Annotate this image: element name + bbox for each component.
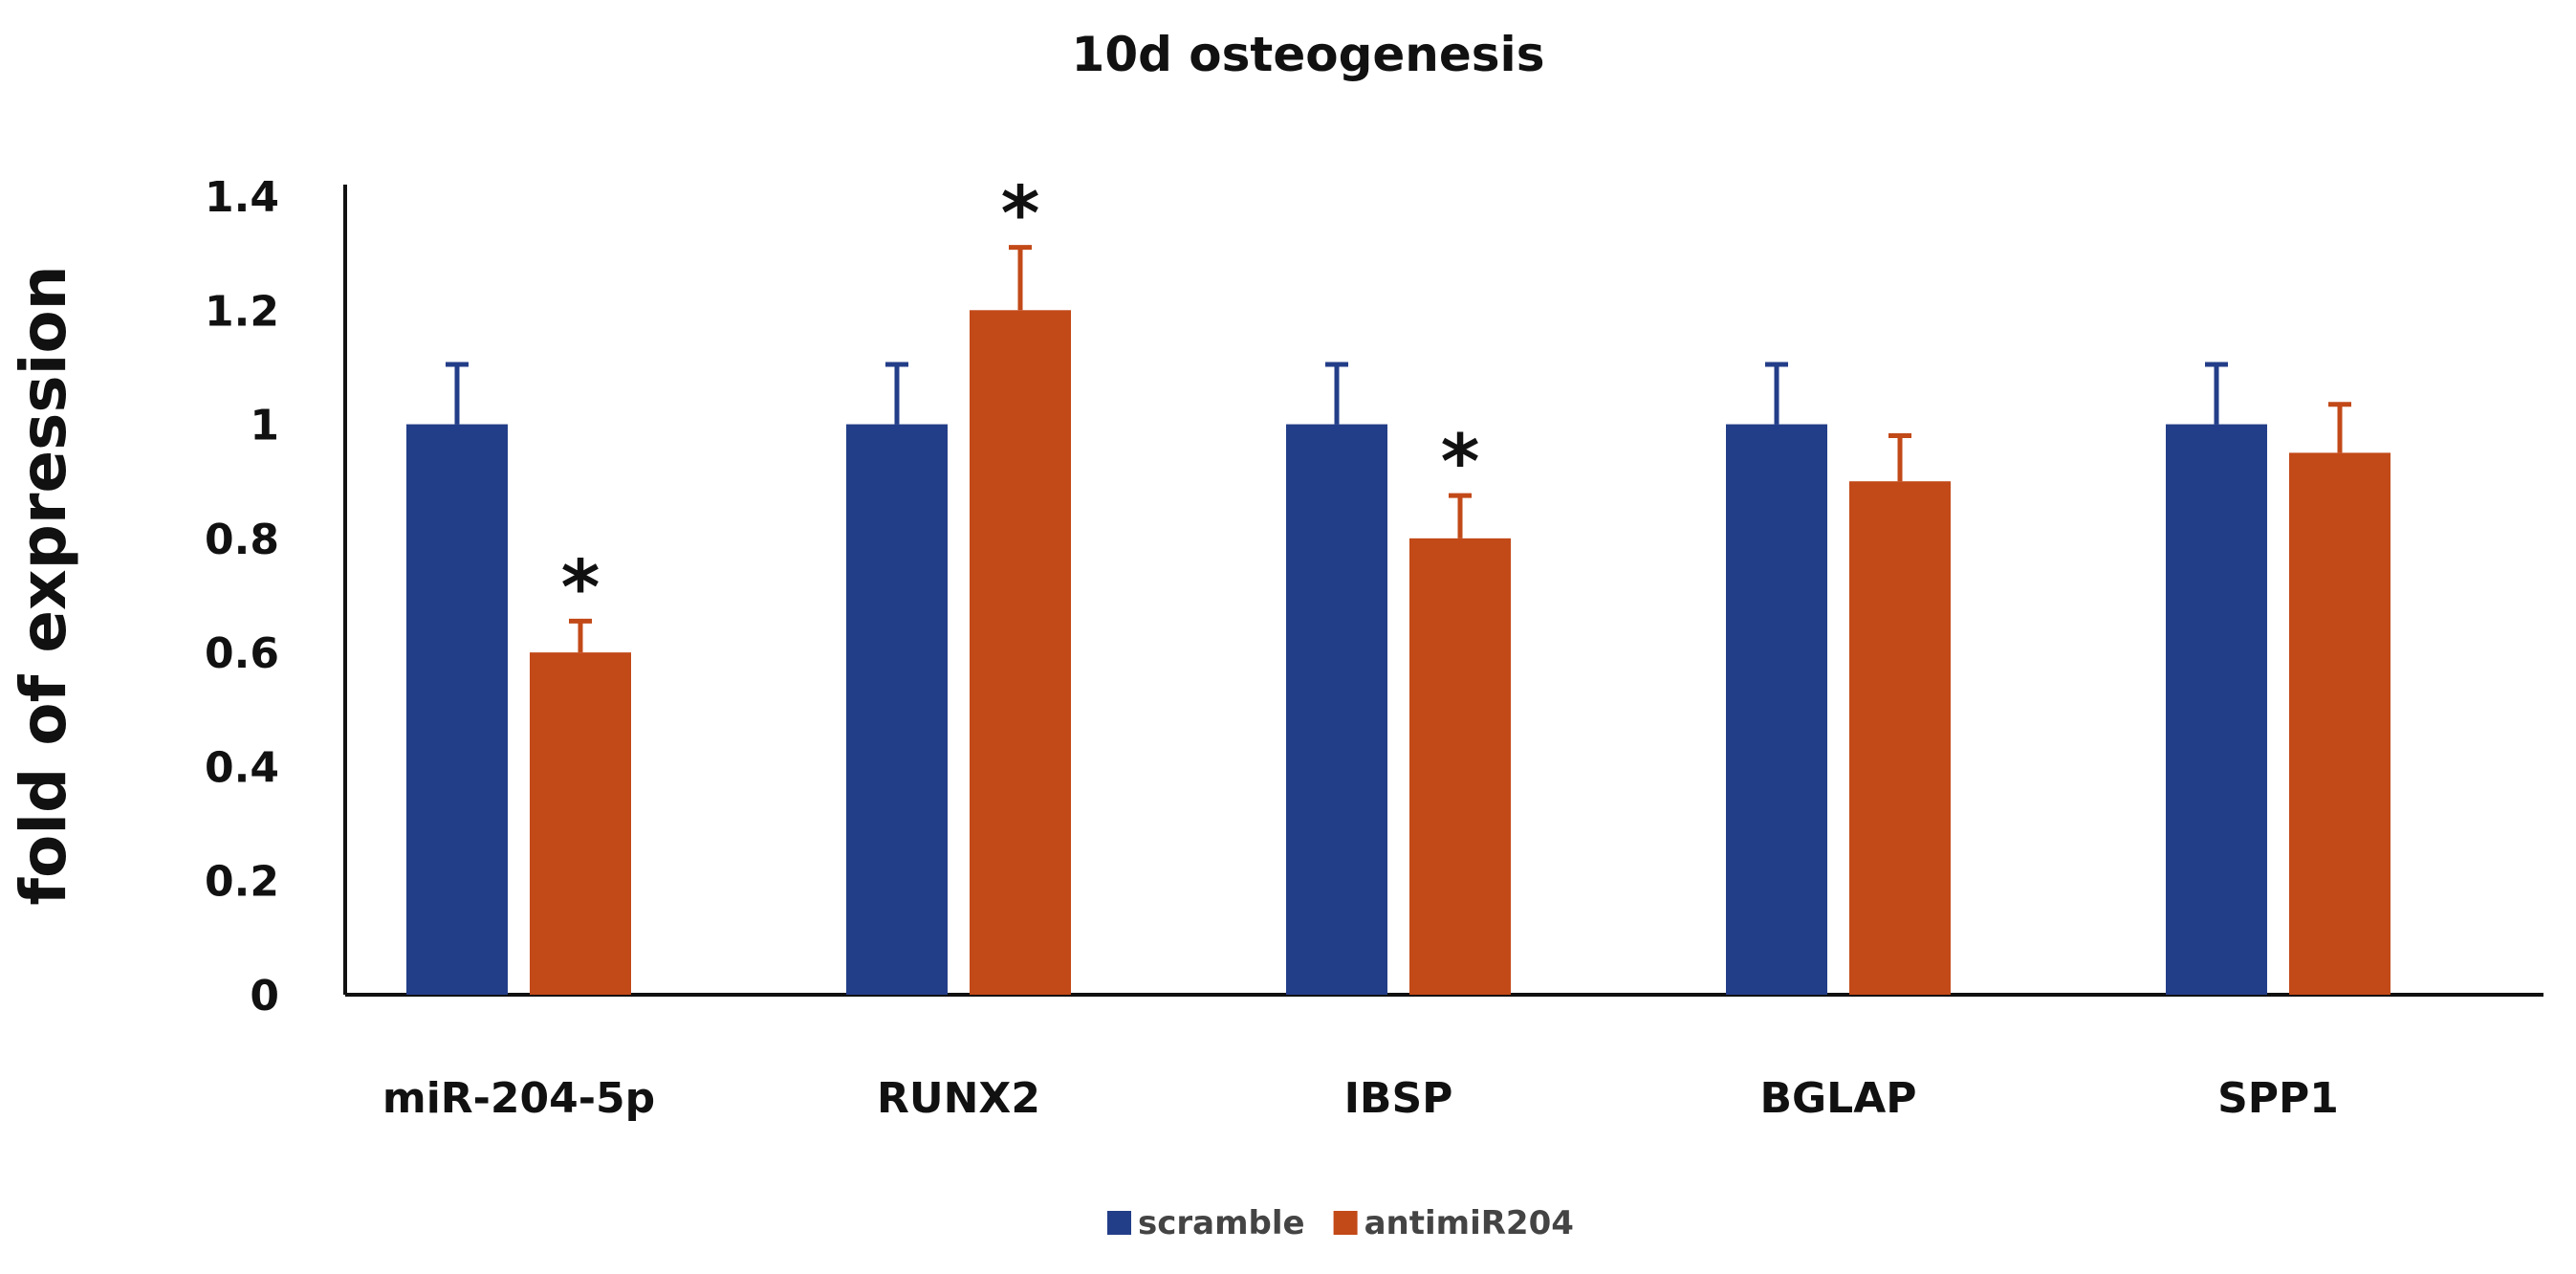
y-tick-label: 0 bbox=[250, 972, 279, 1021]
x-tick-label: SPP1 bbox=[2217, 1074, 2339, 1123]
y-axis-ticks: 0 0.2 0.4 0.6 0.8 1 1.2 1.4 bbox=[205, 173, 279, 1021]
bar-antimiR204-RUNX2 bbox=[970, 310, 1071, 995]
x-tick-label: BGLAP bbox=[1760, 1074, 1917, 1123]
significance-star: * bbox=[561, 545, 600, 631]
legend-label-scramble: scramble bbox=[1138, 1204, 1305, 1242]
y-tick-label: 0.6 bbox=[205, 629, 279, 678]
x-tick-label: RUNX2 bbox=[877, 1074, 1040, 1123]
bar-series bbox=[406, 310, 2390, 996]
category-labels: miR-204-5p RUNX2 IBSP BGLAP SPP1 bbox=[382, 1074, 2339, 1123]
bar-scramble-IBSP bbox=[1286, 424, 1387, 996]
chart-title: 10d osteogenesis bbox=[1072, 27, 1545, 82]
y-axis-label: fold of expression bbox=[7, 265, 80, 905]
y-tick-label: 1.4 bbox=[205, 173, 279, 222]
bar-scramble-RUNX2 bbox=[846, 424, 948, 996]
bar-scramble-miR-204-5p bbox=[406, 424, 508, 996]
significance-markers: * * * bbox=[561, 172, 1480, 632]
error-bars bbox=[446, 245, 2351, 653]
bar-antimiR204-miR-204-5p bbox=[530, 652, 631, 995]
bar-scramble-BGLAP bbox=[1726, 424, 1827, 996]
y-tick-label: 1.2 bbox=[205, 287, 279, 336]
x-tick-label: IBSP bbox=[1344, 1074, 1453, 1123]
legend: scramble antimiR204 bbox=[1107, 1204, 1574, 1242]
bar-scramble-SPP1 bbox=[2166, 424, 2267, 996]
y-tick-label: 0.4 bbox=[205, 743, 279, 792]
y-tick-label: 0.2 bbox=[205, 858, 279, 907]
bar-antimiR204-SPP1 bbox=[2289, 452, 2390, 996]
legend-swatch-antimiR204 bbox=[1333, 1211, 1358, 1235]
bar-antimiR204-BGLAP bbox=[1849, 481, 1951, 995]
x-tick-label: miR-204-5p bbox=[382, 1074, 655, 1123]
significance-star: * bbox=[1441, 420, 1480, 506]
bar-antimiR204-IBSP bbox=[1409, 538, 1511, 995]
legend-swatch-scramble bbox=[1107, 1211, 1131, 1235]
y-tick-label: 1 bbox=[250, 402, 279, 450]
legend-label-antimiR204: antimiR204 bbox=[1364, 1204, 1574, 1242]
y-tick-label: 0.8 bbox=[205, 516, 279, 564]
significance-star: * bbox=[1001, 172, 1040, 258]
